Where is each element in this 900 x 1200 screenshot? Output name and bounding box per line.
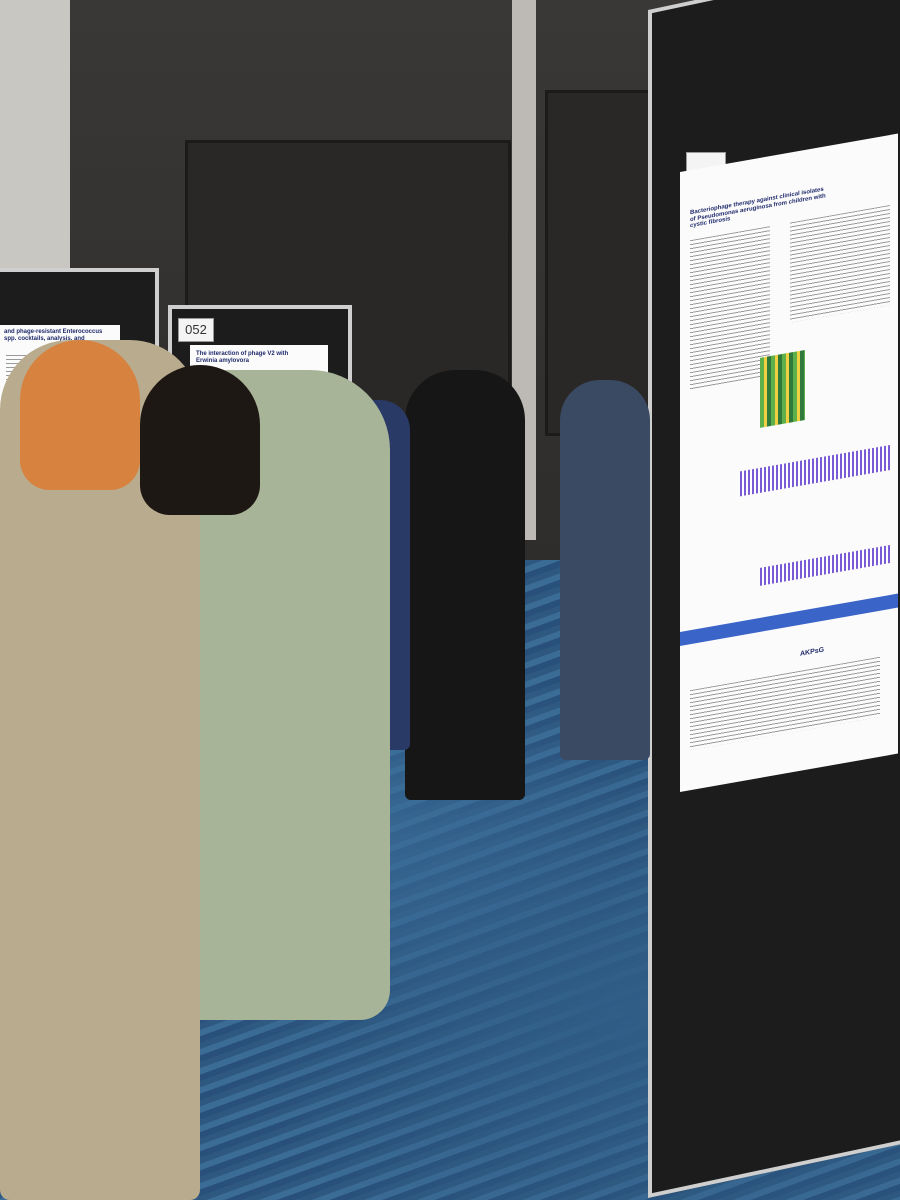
bar-chart-figure — [740, 444, 890, 497]
poster-blue-header — [680, 593, 898, 646]
left-wall — [0, 0, 80, 300]
poster-right: Bacteriophage therapy against clinical i… — [680, 133, 898, 792]
board-number-middle: 052 — [178, 318, 214, 342]
bar-chart-figure — [760, 544, 890, 586]
poster-right-text — [790, 204, 890, 323]
poster-middle-title: The interaction of phage V2 with Erwinia… — [196, 351, 289, 364]
heatmap-figure — [760, 349, 805, 428]
poster-right-text — [690, 226, 770, 391]
redhead-hair — [20, 340, 140, 490]
poster-right-text — [690, 656, 880, 751]
person-background-right — [560, 380, 650, 760]
person-background-blonde — [405, 370, 525, 800]
poster-right-section-label: AKPsG — [800, 646, 825, 658]
poster-left-title: and phage-resistant Enterococcus spp. co… — [4, 329, 103, 342]
green-dress-hair — [140, 365, 260, 515]
